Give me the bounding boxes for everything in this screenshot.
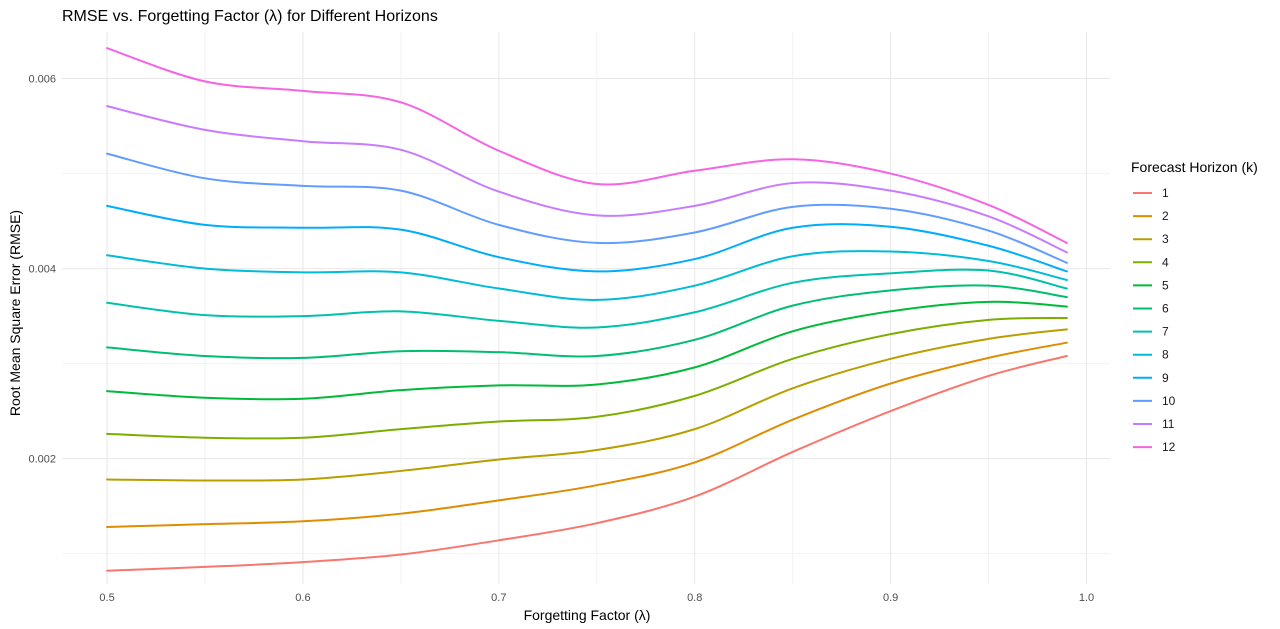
series-line-4 bbox=[106, 316, 1068, 440]
series-line-6 bbox=[106, 284, 1068, 360]
axis-ticks: 0.5 0.6 0.7 0.8 0.9 1.0 0.002 0.004 0.006 bbox=[28, 74, 1094, 604]
y-tick-label: 0.004 bbox=[28, 264, 56, 276]
y-tick-label: 0.002 bbox=[28, 454, 56, 466]
series-line-1 bbox=[106, 354, 1068, 572]
x-tick-label: 0.5 bbox=[99, 592, 114, 604]
x-tick-label: 0.9 bbox=[883, 592, 898, 604]
legend-label-4: 4 bbox=[1162, 255, 1169, 269]
legend-title: Forecast Horizon (k) bbox=[1131, 159, 1258, 175]
legend-label-7: 7 bbox=[1162, 325, 1169, 339]
series-line-3 bbox=[106, 328, 1068, 482]
series-line-10 bbox=[106, 152, 1068, 264]
legend-label-5: 5 bbox=[1162, 278, 1169, 292]
x-tick-label: 0.8 bbox=[687, 592, 702, 604]
x-tick-label: 0.6 bbox=[295, 592, 310, 604]
series-line-11 bbox=[106, 105, 1068, 254]
legend-label-11: 11 bbox=[1162, 417, 1175, 431]
legend-label-1: 1 bbox=[1162, 186, 1169, 200]
legend-label-9: 9 bbox=[1162, 371, 1169, 385]
x-axis-label: Forgetting Factor (λ) bbox=[524, 607, 651, 623]
x-tick-label: 0.7 bbox=[491, 592, 506, 604]
series-lines bbox=[106, 47, 1068, 572]
series-line-8 bbox=[106, 250, 1068, 301]
x-tick-label: 1.0 bbox=[1079, 592, 1094, 604]
legend-label-8: 8 bbox=[1162, 348, 1169, 362]
chart-title: RMSE vs. Forgetting Factor (λ) for Diffe… bbox=[62, 8, 438, 25]
legend-label-6: 6 bbox=[1162, 302, 1169, 316]
series-line-9 bbox=[106, 204, 1068, 273]
series-line-2 bbox=[106, 341, 1068, 528]
series-line-12 bbox=[106, 47, 1068, 244]
y-axis-label: Root Mean Square Error (RMSE) bbox=[7, 210, 23, 416]
legend-label-12: 12 bbox=[1162, 440, 1176, 454]
series-line-7 bbox=[106, 268, 1068, 329]
legend-label-2: 2 bbox=[1162, 209, 1169, 223]
legend-label-3: 3 bbox=[1162, 232, 1169, 246]
y-tick-label: 0.006 bbox=[28, 74, 56, 86]
grid bbox=[62, 32, 1110, 584]
legend-label-10: 10 bbox=[1162, 394, 1176, 408]
series-line-5 bbox=[106, 300, 1068, 401]
